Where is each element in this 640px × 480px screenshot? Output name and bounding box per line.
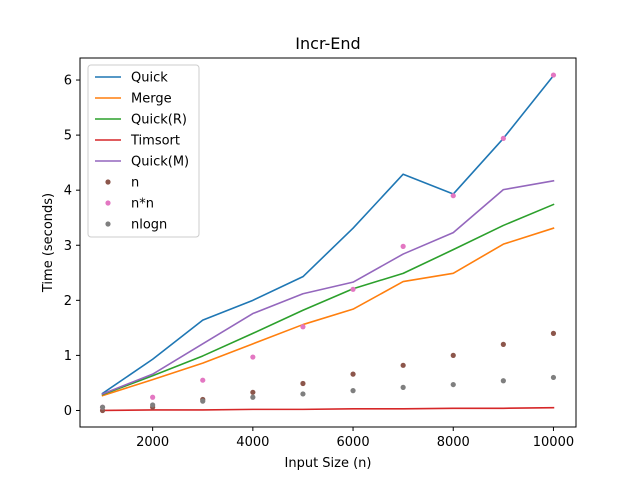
data-point-nlogn [250,394,256,400]
data-point-n-n [350,286,356,292]
data-point-n [450,352,456,358]
series-line-merge [101,227,555,397]
data-point-n [350,371,356,377]
legend-swatch [105,221,111,227]
data-point-nlogn [550,374,557,381]
series-line-quick-m [101,179,555,395]
series-line-quick [101,74,555,395]
legend: Quick Merge Quick(R) Timsort Quick(M) n n*n nlo… [87,64,200,238]
data-point-n-n [300,324,306,330]
data-point-nlogn [150,402,156,408]
data-point-n [300,380,306,387]
legend-label: nlogn [131,218,167,233]
data-point-n-n [500,135,506,142]
legend-label: Quick(M) [131,155,189,170]
data-point-nlogn [500,378,506,384]
y-axis-label: Time (seconds) [41,193,56,293]
series-line-timsort [101,406,555,412]
data-point-nlogn [400,384,406,390]
legend-label: n*n [131,197,154,212]
data-point-n-n [450,193,456,199]
series-layer [99,72,557,414]
y-tick-label: 0 [64,404,72,419]
y-tick-label: 1 [64,349,72,364]
legend-box [87,64,200,238]
data-point-n [500,341,506,347]
data-point-nlogn [99,404,106,410]
data-point-nlogn [350,388,356,394]
data-point-nlogn [200,398,206,404]
legend-label: n [131,176,139,191]
legend-swatch [105,200,111,206]
x-tick-label: 10000 [533,435,574,450]
y-tick-label: 2 [64,294,72,309]
y-tick-label: 4 [64,184,72,199]
data-point-n-n [200,377,206,383]
y-tick-label: 5 [64,129,72,144]
x-axis-label: Input Size (n) [285,456,372,471]
legend-label: Quick(R) [131,113,187,128]
legend-label: Merge [131,92,172,107]
data-point-n [250,389,256,395]
chart-title: Incr-End [295,34,360,53]
legend-swatch [105,179,111,185]
data-point-nlogn [300,391,306,397]
data-point-n-n [550,72,557,78]
data-point-n-n [150,394,156,400]
x-tick-label: 2000 [136,435,169,450]
x-tick-label: 6000 [337,435,370,450]
x-tick-label: 4000 [236,435,269,450]
legend-label: Quick [131,71,168,86]
y-tick-label: 6 [64,74,72,89]
data-point-n [550,330,557,336]
x-tick-label: 8000 [437,435,470,450]
y-axis: 0 1 2 3 4 5 6 [64,74,80,419]
data-point-n-n [400,243,406,249]
plot-frame [79,57,577,428]
data-point-nlogn [450,381,456,388]
data-point-n [400,362,406,368]
legend-label: Timsort [130,134,180,149]
y-tick-label: 3 [64,239,72,254]
series-line-quick-r [101,203,555,396]
data-point-n-n [250,354,256,360]
x-axis: 2000 4000 6000 8000 10000 [136,427,574,450]
